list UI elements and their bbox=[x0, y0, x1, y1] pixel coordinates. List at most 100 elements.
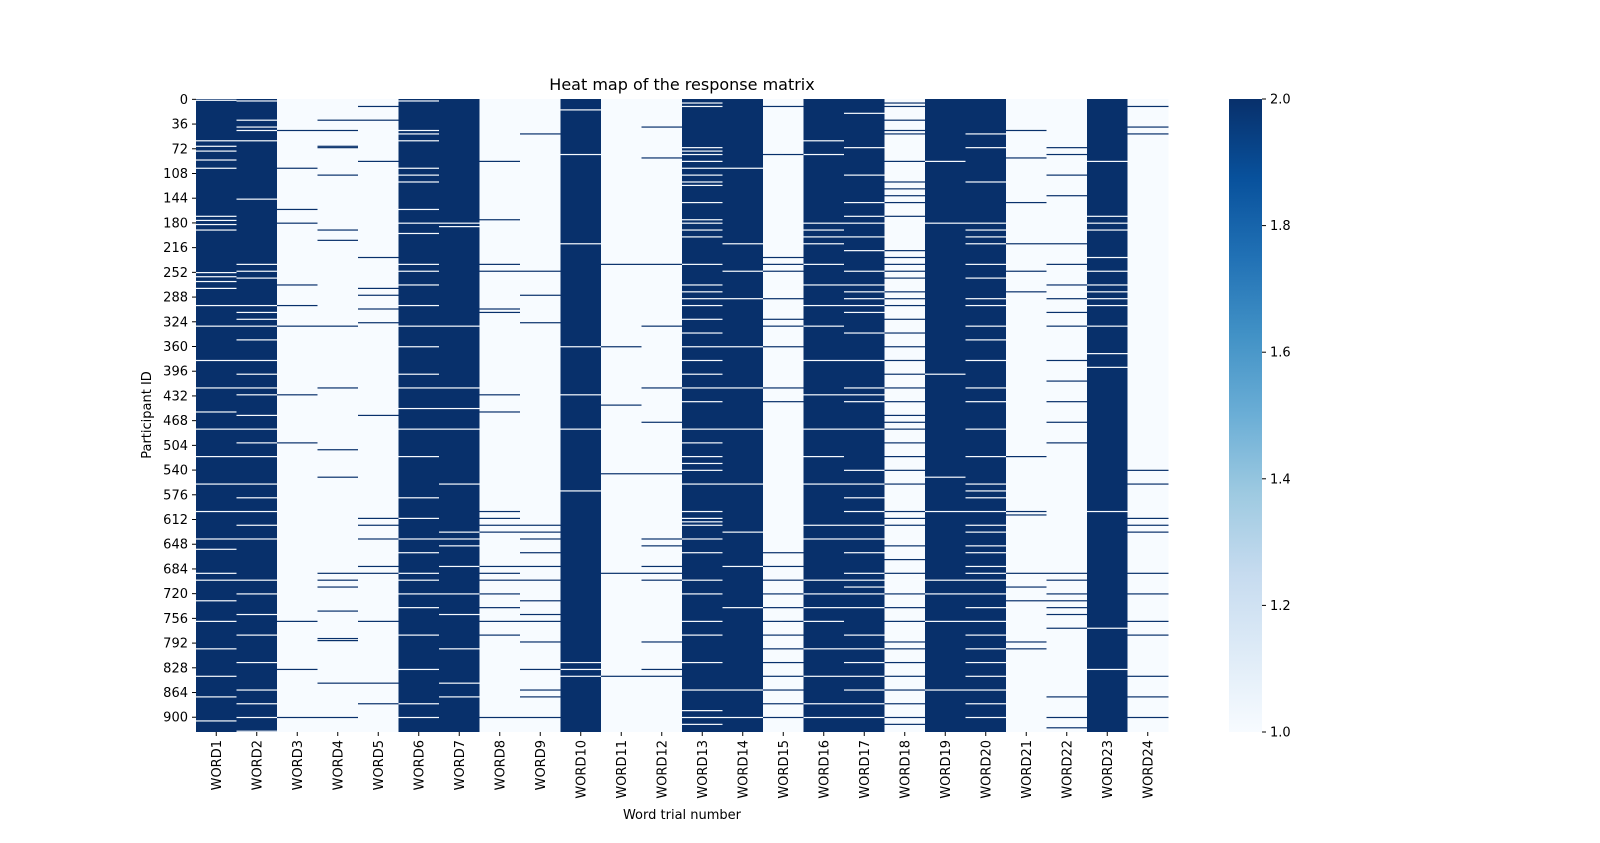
heatmap-cell bbox=[682, 105, 723, 108]
heatmap-cell bbox=[1006, 648, 1047, 650]
heatmap-cell bbox=[763, 689, 804, 691]
heatmap-cell bbox=[317, 449, 359, 451]
heatmap-cell bbox=[479, 524, 521, 526]
heatmap-cell bbox=[884, 304, 926, 307]
heatmap-cell bbox=[844, 572, 885, 574]
heatmap-column-21 bbox=[1006, 99, 1047, 732]
heatmap-cell bbox=[1127, 696, 1169, 698]
heatmap-cell bbox=[1006, 586, 1047, 588]
heatmap-cell bbox=[844, 510, 885, 513]
heatmap-cell bbox=[317, 147, 359, 149]
heatmap-cell bbox=[844, 174, 885, 176]
heatmap-cell bbox=[358, 703, 399, 705]
heatmap-column-10 bbox=[560, 99, 602, 732]
heatmap-cell bbox=[560, 428, 602, 430]
heatmap-cell bbox=[236, 140, 278, 142]
heatmap-cell bbox=[236, 579, 278, 581]
y-tick-label: 792 bbox=[163, 637, 188, 652]
y-tick-label: 684 bbox=[163, 562, 188, 577]
heatmap-cell bbox=[277, 442, 318, 444]
heatmap-cell bbox=[236, 325, 278, 327]
y-tick-label: 720 bbox=[163, 587, 188, 602]
heatmap-cell bbox=[277, 284, 318, 286]
heatmap-cell bbox=[196, 600, 237, 602]
heatmap-cell bbox=[358, 119, 399, 121]
heatmap-cell bbox=[803, 229, 845, 231]
heatmap-cell bbox=[803, 716, 845, 719]
heatmap-cell bbox=[479, 716, 521, 719]
heatmap-cell bbox=[884, 661, 926, 664]
heatmap-cell bbox=[398, 538, 440, 540]
heatmap-cell bbox=[196, 720, 237, 722]
heatmap-cell bbox=[520, 641, 561, 643]
y-tick-label: 72 bbox=[171, 142, 188, 157]
heatmap-cell bbox=[1046, 325, 1088, 327]
heatmap-cell bbox=[439, 387, 480, 389]
heatmap-cell bbox=[682, 620, 723, 622]
heatmap-cell bbox=[398, 325, 440, 327]
heatmap-cell bbox=[439, 593, 480, 595]
heatmap-cell bbox=[358, 287, 399, 290]
x-tick-label: WORD15 bbox=[777, 740, 792, 799]
heatmap-cell bbox=[196, 359, 237, 362]
heatmap-cell bbox=[844, 716, 885, 719]
heatmap-cell bbox=[479, 579, 521, 581]
x-tick-label: WORD19 bbox=[939, 740, 954, 799]
heatmap-cell bbox=[844, 483, 885, 485]
heatmap-cell bbox=[196, 150, 237, 152]
heatmap-column-12 bbox=[641, 99, 683, 732]
heatmap-cell bbox=[803, 524, 845, 526]
heatmap-cell bbox=[682, 304, 723, 307]
y-tick-label: 864 bbox=[163, 686, 188, 701]
heatmap-cell bbox=[277, 129, 318, 132]
heatmap-cell bbox=[682, 521, 723, 523]
heatmap-cell bbox=[803, 284, 845, 286]
heatmap-cell bbox=[803, 620, 845, 622]
heatmap-cell bbox=[844, 298, 885, 300]
heatmap-cell bbox=[803, 263, 845, 265]
heatmap-cell bbox=[439, 565, 480, 568]
heatmap-cell bbox=[844, 579, 885, 581]
heatmap-cell bbox=[722, 607, 764, 609]
heatmap-cell bbox=[763, 298, 804, 300]
heatmap-cell bbox=[1127, 572, 1169, 574]
y-tick-label: 216 bbox=[163, 241, 188, 256]
heatmap-cell bbox=[277, 668, 318, 671]
heatmap-cell bbox=[682, 483, 723, 485]
heatmap-cell bbox=[763, 716, 804, 719]
heatmap-cell bbox=[1087, 222, 1128, 224]
y-tick-label: 396 bbox=[163, 365, 188, 380]
heatmap-cell bbox=[1046, 613, 1088, 616]
heatmap-cell bbox=[520, 600, 561, 602]
heatmap-cell bbox=[560, 109, 602, 111]
heatmap-cell bbox=[965, 689, 1007, 691]
heatmap-cell bbox=[925, 222, 966, 224]
y-tick-label: 612 bbox=[163, 513, 188, 528]
heatmap-cell bbox=[763, 565, 804, 568]
y-tick-label: 36 bbox=[171, 118, 188, 133]
heatmap-cell bbox=[722, 298, 764, 300]
x-tick-label: WORD17 bbox=[858, 740, 873, 799]
heatmap-cell bbox=[925, 593, 966, 595]
heatmap-cell bbox=[196, 215, 237, 217]
heatmap-cell bbox=[479, 607, 521, 609]
chart-title: Heat map of the response matrix bbox=[549, 75, 814, 94]
heatmap-cell bbox=[763, 579, 804, 581]
heatmap-cell bbox=[844, 332, 885, 334]
heatmap-cell bbox=[884, 188, 926, 190]
heatmap-cell bbox=[965, 133, 1007, 135]
heatmap-cell bbox=[196, 159, 237, 161]
heatmap-cell bbox=[236, 428, 278, 430]
heatmap-cell bbox=[479, 263, 521, 265]
heatmap-cell bbox=[277, 716, 318, 719]
heatmap-cell bbox=[520, 579, 561, 581]
heatmap-cell bbox=[196, 456, 237, 458]
heatmap-cell bbox=[763, 607, 804, 609]
heatmap-cell bbox=[439, 538, 480, 540]
heatmap-cell bbox=[844, 401, 885, 403]
heatmap-cell bbox=[317, 325, 359, 327]
heatmap-cell bbox=[965, 634, 1007, 636]
heatmap-cell bbox=[1046, 593, 1088, 595]
heatmap-cell bbox=[1006, 456, 1047, 458]
heatmap-cell bbox=[317, 682, 359, 684]
